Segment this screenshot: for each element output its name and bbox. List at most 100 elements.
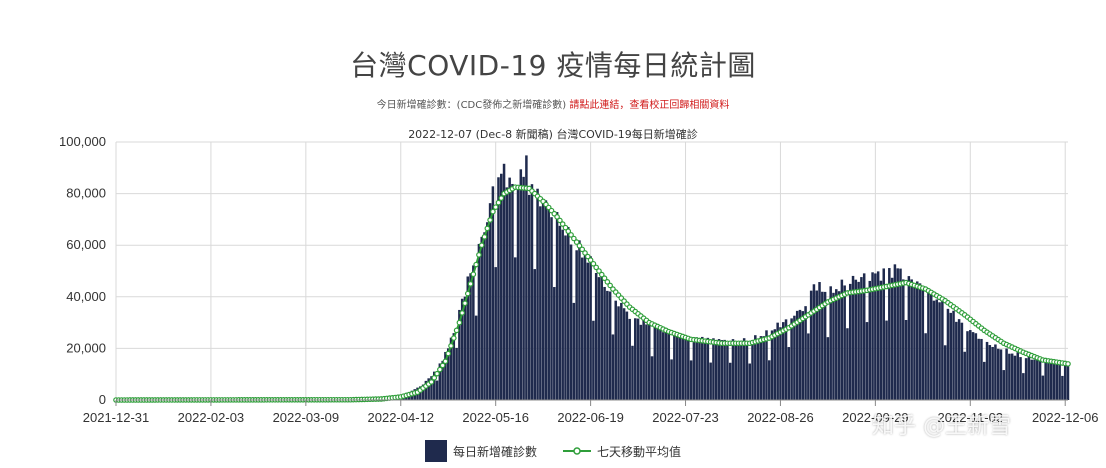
- daily-bar[interactable]: [441, 360, 444, 400]
- daily-bar[interactable]: [1058, 360, 1061, 400]
- daily-bar[interactable]: [516, 188, 520, 400]
- moving-average-point[interactable]: [607, 282, 613, 289]
- moving-average-point[interactable]: [557, 217, 563, 224]
- daily-bar[interactable]: [723, 339, 726, 400]
- daily-bar[interactable]: [1013, 355, 1017, 400]
- daily-bar[interactable]: [837, 291, 841, 400]
- daily-bar[interactable]: [486, 222, 489, 400]
- daily-bar[interactable]: [460, 298, 464, 400]
- daily-bar[interactable]: [1016, 352, 1019, 400]
- daily-bar[interactable]: [438, 363, 442, 400]
- daily-bar[interactable]: [843, 285, 846, 400]
- daily-bar[interactable]: [508, 177, 511, 400]
- daily-bar[interactable]: [918, 283, 922, 400]
- daily-bar[interactable]: [603, 286, 606, 400]
- daily-bar[interactable]: [770, 330, 774, 400]
- daily-bar[interactable]: [695, 337, 698, 400]
- daily-bar[interactable]: [667, 331, 671, 400]
- moving-average-point[interactable]: [459, 310, 465, 316]
- daily-bar[interactable]: [745, 342, 749, 400]
- daily-bar[interactable]: [541, 200, 545, 400]
- daily-bar[interactable]: [1010, 353, 1014, 400]
- daily-bar[interactable]: [525, 155, 528, 400]
- daily-bar[interactable]: [533, 269, 537, 400]
- daily-bar[interactable]: [446, 348, 450, 400]
- daily-bar[interactable]: [787, 347, 791, 400]
- daily-bar[interactable]: [815, 290, 818, 400]
- daily-bar[interactable]: [474, 315, 478, 400]
- daily-bar[interactable]: [969, 330, 972, 400]
- daily-bar[interactable]: [804, 306, 807, 400]
- daily-bar[interactable]: [726, 343, 729, 400]
- daily-bar[interactable]: [846, 328, 849, 400]
- daily-bar[interactable]: [472, 265, 475, 400]
- daily-bar[interactable]: [1041, 375, 1045, 400]
- daily-bar[interactable]: [876, 271, 880, 400]
- daily-bar[interactable]: [1044, 361, 1047, 400]
- daily-bar[interactable]: [477, 243, 481, 400]
- moving-average-point[interactable]: [476, 252, 482, 258]
- moving-average-point[interactable]: [565, 228, 572, 235]
- moving-average-point[interactable]: [487, 217, 493, 223]
- daily-bar[interactable]: [569, 244, 573, 400]
- daily-bar[interactable]: [597, 277, 601, 400]
- daily-bar[interactable]: [765, 330, 768, 400]
- daily-bar[interactable]: [511, 183, 514, 400]
- daily-bar[interactable]: [469, 273, 472, 400]
- daily-bar[interactable]: [483, 232, 486, 400]
- daily-bar[interactable]: [575, 250, 578, 400]
- daily-bar[interactable]: [653, 323, 657, 400]
- daily-bar[interactable]: [463, 296, 467, 400]
- daily-bar[interactable]: [773, 329, 777, 400]
- daily-bar[interactable]: [818, 282, 821, 400]
- daily-bar[interactable]: [600, 275, 604, 400]
- moving-average-point[interactable]: [453, 327, 460, 334]
- daily-bar[interactable]: [929, 290, 933, 400]
- daily-bar[interactable]: [430, 376, 433, 400]
- daily-bar[interactable]: [938, 302, 941, 400]
- daily-bar[interactable]: [882, 268, 885, 400]
- daily-bar[interactable]: [701, 336, 704, 400]
- daily-bar[interactable]: [957, 319, 961, 400]
- daily-bar[interactable]: [943, 345, 947, 400]
- daily-bar[interactable]: [714, 343, 718, 400]
- daily-bar[interactable]: [1033, 359, 1036, 400]
- daily-bar[interactable]: [921, 290, 925, 400]
- daily-bar[interactable]: [544, 200, 548, 400]
- daily-bar[interactable]: [865, 322, 869, 400]
- daily-bar[interactable]: [790, 318, 793, 400]
- daily-bar[interactable]: [530, 184, 534, 400]
- daily-bar[interactable]: [980, 338, 983, 400]
- daily-bar[interactable]: [466, 276, 470, 400]
- daily-bar[interactable]: [821, 291, 824, 400]
- daily-bar[interactable]: [527, 194, 531, 400]
- daily-bar[interactable]: [1047, 360, 1050, 400]
- daily-bar[interactable]: [636, 318, 640, 400]
- moving-average-point[interactable]: [490, 208, 496, 215]
- daily-bar[interactable]: [768, 360, 771, 400]
- daily-bar[interactable]: [860, 277, 863, 400]
- daily-bar[interactable]: [826, 337, 830, 400]
- daily-bar[interactable]: [639, 324, 643, 400]
- daily-bar[interactable]: [742, 338, 746, 400]
- daily-bar[interactable]: [955, 321, 958, 400]
- daily-bar[interactable]: [971, 332, 975, 400]
- daily-bar[interactable]: [885, 320, 888, 400]
- moving-average-point[interactable]: [462, 300, 468, 307]
- daily-bar[interactable]: [611, 334, 615, 400]
- moving-average-point[interactable]: [582, 250, 588, 256]
- daily-bar[interactable]: [488, 203, 492, 400]
- daily-bar[interactable]: [857, 281, 860, 400]
- daily-bar[interactable]: [874, 273, 877, 400]
- daily-bar[interactable]: [966, 331, 969, 400]
- daily-bar[interactable]: [427, 378, 430, 400]
- daily-bar[interactable]: [645, 324, 648, 400]
- daily-bar[interactable]: [698, 338, 701, 400]
- daily-bar[interactable]: [904, 319, 908, 400]
- daily-bar[interactable]: [647, 324, 651, 400]
- daily-bar[interactable]: [1022, 373, 1025, 400]
- daily-bar[interactable]: [592, 320, 595, 400]
- daily-bar[interactable]: [1002, 370, 1006, 400]
- daily-bar[interactable]: [594, 272, 598, 400]
- daily-bar[interactable]: [580, 257, 584, 400]
